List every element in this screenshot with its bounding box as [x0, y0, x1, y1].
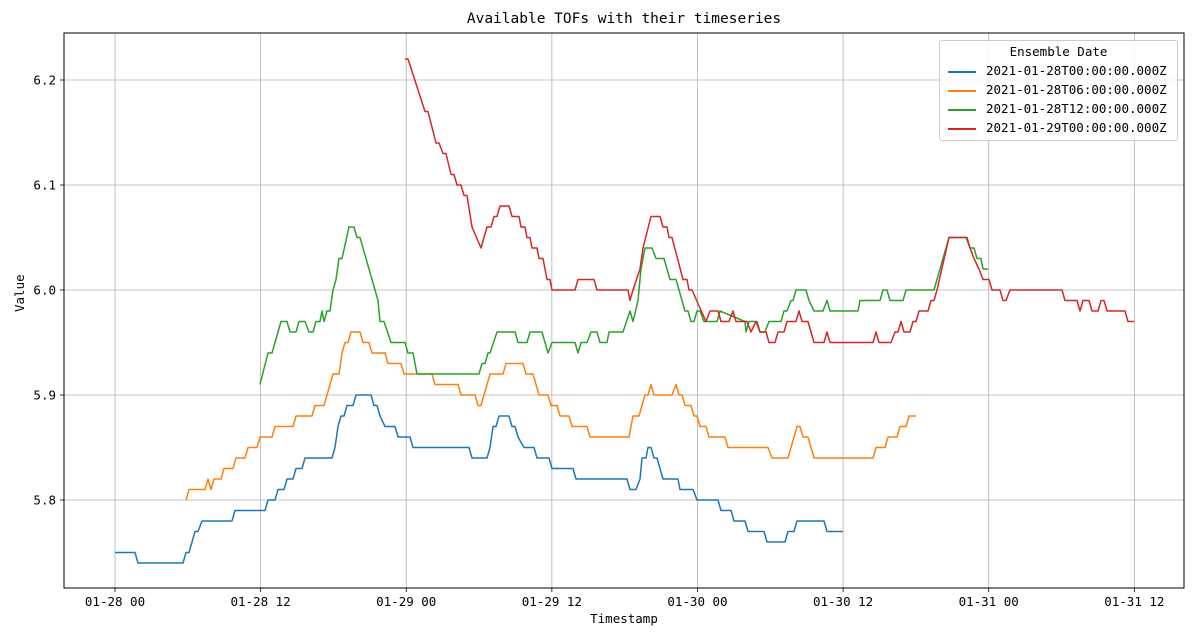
- x-axis-label: Timestamp: [590, 611, 658, 626]
- legend-item: 2021-01-28T00:00:00.000Z: [944, 62, 1176, 82]
- series-group: [115, 58, 1134, 564]
- legend-title: Ensemble Date: [1009, 44, 1108, 59]
- y-axis-label: Value: [12, 274, 27, 312]
- x-tick-label: 01-30 00: [667, 594, 727, 609]
- legend-swatch-icon: [948, 71, 976, 73]
- x-tick-label: 01-29 00: [376, 594, 436, 609]
- y-tick-label: 6.1: [33, 178, 56, 193]
- legend-item: 2021-01-29T00:00:00.000Z: [944, 119, 1176, 139]
- legend-label: 2021-01-28T00:00:00.000Z: [986, 63, 1167, 78]
- x-tick-label: 01-28 00: [85, 594, 145, 609]
- legend-swatch-icon: [948, 90, 976, 92]
- y-tick-label: 6.0: [33, 283, 56, 298]
- legend-swatch-icon: [948, 128, 976, 130]
- legend-label: 2021-01-28T06:00:00.000Z: [986, 82, 1167, 97]
- x-tick-label: 01-31 12: [1104, 594, 1164, 609]
- series-line: [185, 331, 916, 501]
- x-tick-label: 01-28 12: [231, 594, 291, 609]
- legend: Ensemble Date 2021-01-28T00:00:00.000Z 2…: [939, 40, 1178, 141]
- x-tick-label: 01-31 00: [959, 594, 1019, 609]
- legend-item: 2021-01-28T06:00:00.000Z: [944, 81, 1176, 101]
- chart-title: Available TOFs with their timeseries: [466, 11, 782, 27]
- ticks: 01-28 00 01-28 12 01-29 00 01-29 12 01-30 00…: [33, 73, 1164, 610]
- legend-item: 2021-01-28T12:00:00.000Z: [944, 100, 1176, 120]
- y-tick-label: 5.8: [33, 493, 56, 508]
- y-tick-label: 5.9: [33, 388, 56, 403]
- y-tick-label: 6.2: [33, 73, 56, 88]
- legend-label: 2021-01-28T12:00:00.000Z: [986, 101, 1167, 116]
- series-line: [259, 226, 988, 385]
- series-line: [115, 394, 843, 564]
- x-tick-label: 01-30 12: [813, 594, 873, 609]
- axes-frame: [63, 32, 1185, 589]
- series-line: [405, 58, 1134, 344]
- x-tick-label: 01-29 12: [522, 594, 582, 609]
- legend-label: 2021-01-29T00:00:00.000Z: [986, 120, 1167, 135]
- legend-swatch-icon: [948, 109, 976, 111]
